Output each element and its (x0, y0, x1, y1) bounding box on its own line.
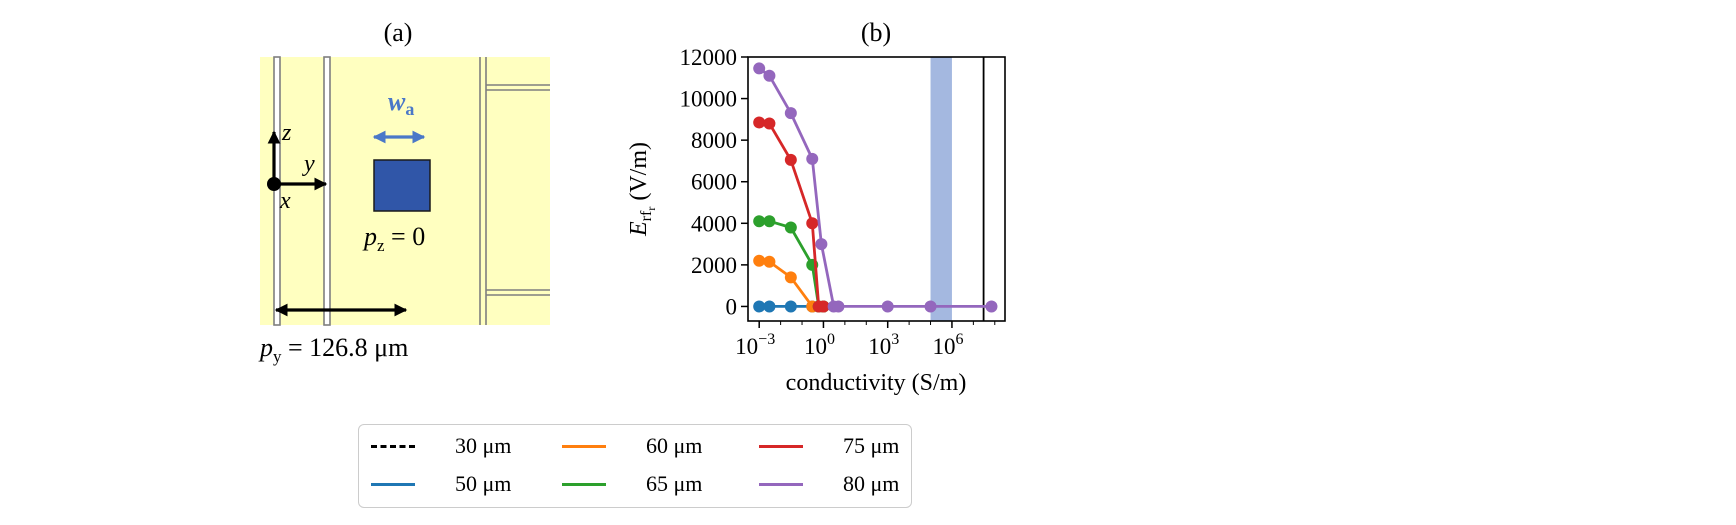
series-layer (753, 62, 998, 313)
data-point (753, 62, 766, 75)
x-tick-label: 103 (868, 331, 899, 359)
panel-a: (a) wa pz = 0 z y x (258, 18, 550, 366)
series-line (758, 67, 992, 308)
legend-item: 75 μm (759, 431, 899, 461)
y-tick-label: 0 (726, 294, 738, 319)
legend-label: 60 μm (646, 433, 703, 458)
legend-item: 50 μm (371, 469, 511, 499)
data-point (753, 300, 766, 313)
right-structure (479, 57, 550, 325)
data-point (924, 300, 937, 313)
x-axis-label: conductivity (S/m) (786, 370, 967, 396)
legend-swatch-50 (371, 482, 415, 486)
legend-label: 65 μm (646, 471, 703, 496)
data-point (784, 153, 797, 166)
y-axis-label: Erfr (V/m) (626, 142, 658, 237)
y-tick-label: 10000 (680, 87, 738, 112)
legend-item: 60 μm (562, 431, 702, 461)
data-point (784, 107, 797, 120)
data-point (753, 254, 766, 267)
data-point (832, 300, 845, 313)
pz-label: pz = 0 (362, 222, 425, 255)
data-point (817, 300, 830, 313)
axis-y-label: y (302, 151, 315, 177)
data-point (753, 215, 766, 228)
y-tick-label: 6000 (691, 170, 737, 195)
legend-swatch-60 (562, 444, 606, 448)
axis-x-label: x (279, 188, 291, 214)
chart-title: (b) (861, 18, 891, 47)
particle-square (373, 159, 431, 212)
data-point (784, 300, 797, 313)
data-point (763, 117, 776, 130)
axes-icon: z y x (267, 120, 328, 214)
legend-swatch-75 (759, 444, 803, 448)
legend-label: 30 μm (455, 433, 512, 458)
data-point (985, 300, 998, 313)
y-tick-label: 4000 (691, 211, 737, 236)
data-point (784, 271, 797, 284)
legend-item: 30 μm (371, 431, 511, 461)
data-point (881, 300, 894, 313)
y-tick-label: 2000 (691, 253, 737, 278)
y-tick-label: 8000 (691, 128, 737, 153)
x-tick-label: 10−3 (735, 331, 775, 359)
shaded-band-layer (930, 57, 952, 321)
legend-swatch-80 (759, 482, 803, 486)
x-axis-ticks: 10−3 100 103 106 (735, 321, 996, 359)
legend-label: 75 μm (843, 433, 900, 458)
data-point (806, 152, 819, 165)
axis-z-label: z (281, 120, 292, 146)
y-tick-label: 12000 (680, 45, 738, 70)
shaded-band (930, 57, 952, 321)
data-point (753, 116, 766, 129)
data-point (763, 69, 776, 82)
legend: 30 μm 50 μm 60 μm 65 μm 75 μm 80 μm (358, 424, 912, 508)
legend-swatch-65 (562, 482, 606, 486)
py-label: py = 126.8 μm (258, 333, 408, 366)
legend-label: 80 μm (843, 471, 900, 496)
data-point (784, 221, 797, 234)
legend-swatch-30 (371, 444, 415, 448)
y-axis-ticks: 0 2000 4000 6000 8000 10000 12000 (680, 45, 748, 319)
x-tick-label: 106 (932, 331, 963, 359)
legend-label: 50 μm (455, 471, 512, 496)
width-label: wa (388, 87, 414, 119)
data-point (815, 238, 828, 251)
data-point (763, 215, 776, 228)
plot-frame (747, 56, 1006, 322)
data-point (763, 255, 776, 268)
x-tick-label: 100 (804, 331, 835, 359)
legend-item: 80 μm (759, 469, 899, 499)
data-point (806, 217, 819, 230)
panel-a-title: (a) (384, 18, 413, 47)
legend-item: 65 μm (562, 469, 702, 499)
data-point (763, 300, 776, 313)
